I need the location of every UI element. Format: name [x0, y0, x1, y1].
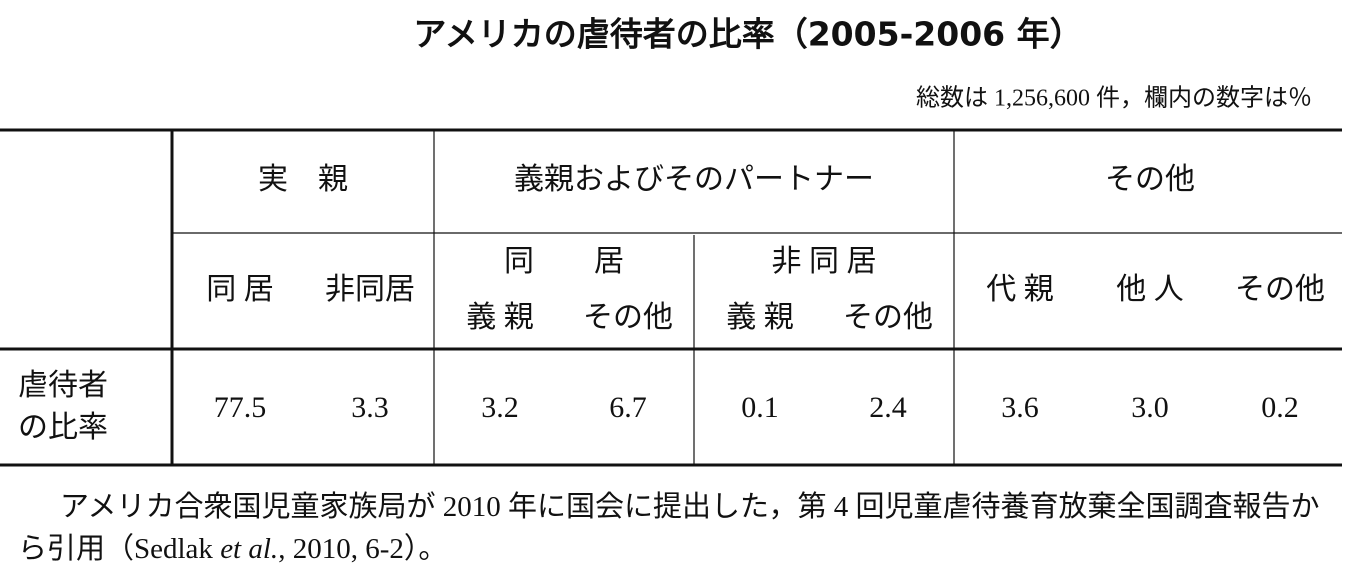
caption: アメリカ合衆国児童家族局が 2010 年に国会に提出した，第 4 回児童虐待養育… — [18, 486, 1328, 570]
table-figure: アメリカの虐待者の比率（2005-2006 年） 総数は 1,256,600 件… — [0, 15, 1342, 467]
column-header: 非同居 — [325, 273, 415, 306]
column-header: 義 親 — [726, 301, 794, 334]
column-header: 他 人 — [1116, 273, 1184, 306]
subgroup-header: 非 同 居 — [772, 245, 877, 278]
column-header: その他 — [583, 301, 673, 334]
cell-value: 3.6 — [1001, 391, 1039, 424]
cell-value: 3.3 — [351, 391, 389, 424]
subgroup-header: 同 居 — [504, 245, 624, 278]
column-header: その他 — [843, 301, 933, 334]
row-label: 虐待者 — [18, 369, 108, 402]
column-header: その他 — [1235, 273, 1325, 306]
note: 総数は 1,256,600 件，欄内の数字は％ — [916, 85, 1312, 112]
column-headers: 同 居非同居義 親その他義 親その他代 親他 人その他 — [206, 273, 1325, 334]
group-header: 実 親 — [258, 163, 348, 196]
cell-value: 0.1 — [741, 391, 779, 424]
title: アメリカの虐待者の比率（2005-2006 年） — [413, 15, 1082, 54]
caption-text: アメリカ合衆国児童家族局が 2010 年に国会に提出した，第 4 回児童虐待養育… — [18, 491, 1320, 565]
cell-value: 2.4 — [869, 391, 907, 424]
column-header: 代 親 — [986, 273, 1054, 306]
column-header: 同 居 — [206, 273, 274, 306]
group-header: その他 — [1105, 163, 1195, 196]
cell-value: 6.7 — [609, 391, 647, 424]
row-label: の比率 — [18, 411, 108, 444]
group-header: 義親およびそのパートナー — [514, 163, 874, 196]
caption-italic: et al. — [220, 533, 279, 565]
cell-value: 77.5 — [214, 391, 267, 424]
cell-value: 3.2 — [481, 391, 519, 424]
cell-value: 0.2 — [1261, 391, 1299, 424]
caption-text: , 2010, 6-2）。 — [278, 533, 448, 565]
row-values: 77.5 3.3 3.2 6.7 0.1 2.4 3.6 3.0 0.2 — [214, 391, 1299, 424]
cell-value: 3.0 — [1131, 391, 1169, 424]
column-header: 義 親 — [466, 301, 534, 334]
